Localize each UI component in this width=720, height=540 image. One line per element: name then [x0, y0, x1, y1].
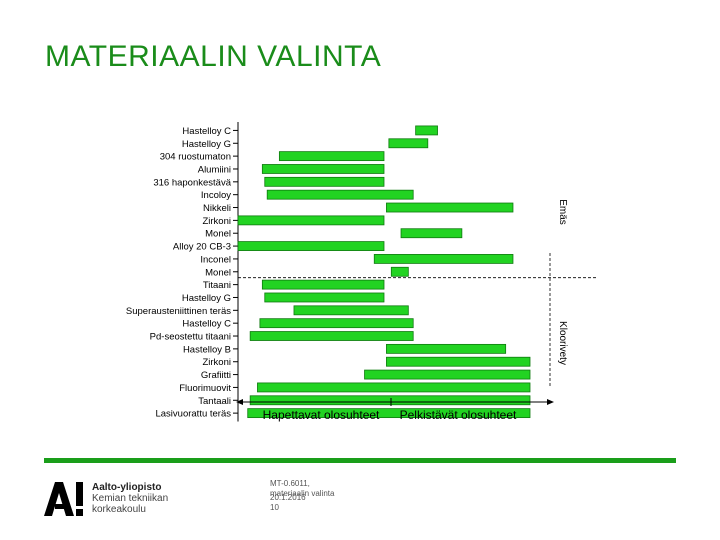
range-bar — [386, 343, 507, 354]
range-bar — [259, 318, 414, 329]
range-bar — [266, 189, 414, 200]
category-label: 304 ruostumaton — [160, 152, 231, 163]
category-label: Hastelloy B — [183, 344, 231, 355]
org-line: Aalto-yliopisto — [92, 482, 162, 493]
category-label: Tantaali — [198, 396, 231, 407]
x-arrow-right — [547, 399, 554, 405]
category-label: Inconel — [200, 254, 231, 265]
range-bar — [293, 305, 409, 316]
slide-date: 20.1.2016 — [270, 493, 306, 502]
category-label: Nikkeli — [203, 203, 231, 214]
range-bar — [249, 331, 414, 341]
region-label-oxidizing: Hapettavat olosuhteet — [263, 408, 380, 422]
category-label: Superausteniittinen teräs — [126, 306, 231, 317]
range-bar — [415, 125, 438, 136]
range-bar — [278, 151, 385, 162]
category-label: Hastelloy G — [182, 293, 231, 304]
range-bar — [386, 356, 531, 367]
category-label: Grafiitti — [201, 370, 231, 381]
category-label: Zirkoni — [202, 357, 231, 368]
category-label: Alumiini — [198, 164, 231, 175]
category-label: Pd-seostettu titaani — [150, 332, 231, 343]
organization-name: Aalto-yliopisto Kemian tekniikan korkeak… — [92, 482, 168, 515]
slide-number: 10 — [270, 503, 279, 512]
org-line: Kemian tekniikan — [92, 493, 169, 504]
range-bar — [388, 138, 429, 149]
category-label: Hastelloy G — [182, 139, 231, 150]
right-label-acid: Kloorivety — [557, 321, 568, 365]
range-bar — [364, 369, 531, 380]
category-label: Monel — [205, 229, 231, 240]
x-arrow-left — [236, 399, 243, 405]
course-topic: materiaalin valinta — [270, 489, 335, 498]
range-bar — [237, 215, 385, 226]
category-label: Incoloy — [201, 190, 231, 201]
course-code: MT-0.6011, — [270, 479, 310, 488]
range-bar — [400, 228, 463, 239]
range-bar — [247, 408, 531, 419]
category-label: Hastelloy C — [182, 126, 231, 137]
range-bar — [264, 176, 385, 187]
range-bar — [390, 266, 409, 277]
org-line: korkeakoulu — [92, 504, 146, 515]
category-label: Alloy 20 CB-3 — [173, 242, 231, 253]
footer-divider — [44, 458, 676, 463]
range-bar — [373, 254, 514, 264]
right-label-base: Emäs — [557, 199, 568, 225]
category-label: Hastelloy C — [182, 319, 231, 330]
category-label: 316 haponkestävä — [153, 177, 231, 188]
aalto-logo-icon — [44, 482, 83, 516]
range-bar — [261, 164, 385, 174]
range-bar — [386, 202, 514, 213]
category-label: Zirkoni — [202, 216, 231, 227]
range-bar — [264, 292, 385, 303]
slide-title: MATERIAALIN VALINTA — [45, 40, 382, 73]
range-bar — [237, 241, 385, 251]
category-label: Monel — [205, 267, 231, 278]
region-label-reducing: Pelkistävät olosuhteet — [400, 408, 517, 422]
category-label: Fluorimuovit — [179, 383, 231, 394]
slide-meta: MT-0.6011, materiaalin valinta 20.1.2016… — [270, 479, 334, 513]
range-bar — [249, 395, 531, 406]
category-label: Titaani — [203, 280, 231, 291]
category-label: Lasivuorattu teräs — [155, 409, 231, 420]
range-bar — [257, 382, 531, 393]
range-bar — [261, 279, 385, 290]
